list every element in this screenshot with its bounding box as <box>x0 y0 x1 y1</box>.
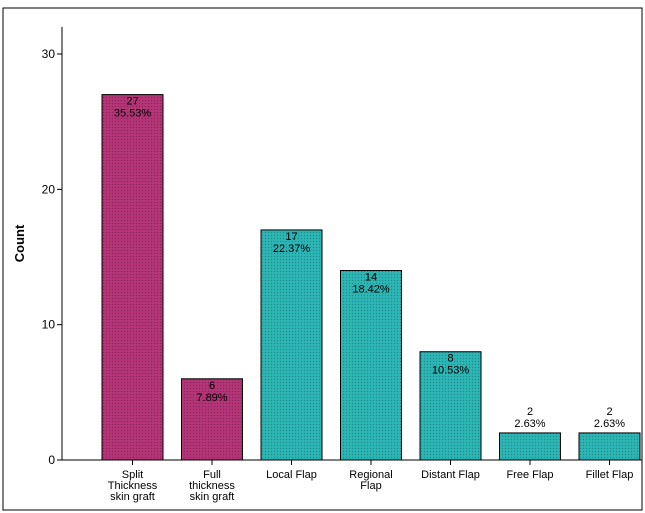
x-category-label: Regional <box>349 469 392 481</box>
bar <box>419 351 482 461</box>
bar-count-label: 2 <box>527 406 533 418</box>
y-tick-label: 0 <box>48 453 55 467</box>
bar-count-label: 17 <box>285 231 297 243</box>
bar-percent-label: 7.89% <box>196 392 227 404</box>
bar-percent-label: 2.63% <box>514 418 545 430</box>
x-category-label: Local Flap <box>266 469 317 481</box>
y-axis-title: Count <box>12 224 27 262</box>
bar <box>340 270 402 461</box>
bar <box>181 378 243 461</box>
y-tick-label: 20 <box>42 182 56 196</box>
x-category-label: Free Flap <box>506 469 553 481</box>
bar-count-label: 27 <box>126 96 138 108</box>
bar-percent-label: 10.53% <box>432 365 470 377</box>
x-category-label: thickness <box>189 480 235 492</box>
bar <box>101 94 164 461</box>
x-category-label: Fillet Flap <box>586 469 634 481</box>
bars <box>101 94 641 461</box>
bar <box>578 432 641 461</box>
bar <box>260 229 323 461</box>
y-tick-label: 10 <box>42 318 56 332</box>
y-tick-label: 30 <box>42 47 56 61</box>
x-category-label: Full <box>203 469 221 481</box>
bar-count-label: 8 <box>447 353 453 365</box>
x-category-label: skin graft <box>110 491 155 503</box>
bar-count-label: 6 <box>209 380 215 392</box>
bar-percent-label: 18.42% <box>352 284 390 296</box>
bar-count-label: 2 <box>606 406 612 418</box>
x-category-label: Thickness <box>108 480 158 492</box>
x-category-label: Split <box>122 469 143 481</box>
x-category-label: Distant Flap <box>421 469 480 481</box>
plot-frame <box>2 7 643 511</box>
x-category-label: skin graft <box>190 491 235 503</box>
bar <box>499 432 561 461</box>
bar-count-label: 14 <box>365 272 377 284</box>
bar-percent-label: 2.63% <box>594 418 625 430</box>
bar-percent-label: 35.53% <box>114 108 152 120</box>
bar-percent-label: 22.37% <box>273 243 311 255</box>
x-category-label: Flap <box>360 480 381 492</box>
